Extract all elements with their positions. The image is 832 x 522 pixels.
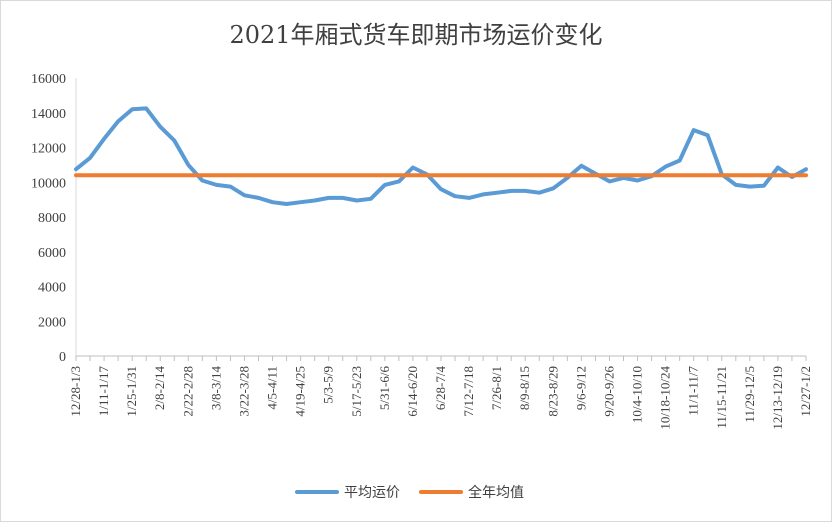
series-line-1: [74, 106, 808, 206]
x-tick-label: 1/11-1/17: [96, 366, 111, 417]
x-tick-label: 1/25-1/31: [124, 366, 139, 417]
y-tick-label: 2000: [38, 315, 66, 330]
x-tick-label: 4/19-4/25: [293, 366, 308, 417]
y-tick-label: 16000: [31, 72, 66, 87]
legend-label: 平均运价: [344, 485, 400, 501]
x-tick-label: 9/20-9/26: [601, 366, 616, 417]
x-tick-label: 2/22-2/28: [180, 366, 195, 417]
y-tick-label: 4000: [38, 281, 66, 296]
x-tick-label: 8/9-8/15: [517, 366, 532, 410]
x-tick-label: 12/28-1/3: [68, 366, 83, 417]
x-tick-label: 3/22-3/28: [236, 366, 251, 417]
x-tick-label: 11/29-12/5: [742, 366, 757, 423]
x-tick-label: 12/13-12/19: [770, 366, 785, 430]
y-tick-label: 10000: [31, 176, 66, 191]
legend-label: 全年均值: [468, 484, 524, 501]
series-layer: [74, 106, 808, 206]
y-axis: 0 2000 4000 6000 8000 10000 12000 14000 16000: [31, 72, 77, 365]
x-tick-label: 4/5-4/11: [265, 366, 280, 410]
x-tick-label: 12/27-1/2: [798, 366, 813, 417]
x-tick-label: 10/4-10/10: [630, 366, 645, 423]
x-tick-label: 8/23-8/29: [545, 366, 560, 417]
y-tick-label: 14000: [31, 107, 66, 122]
x-tick-label: 6/28-7/4: [433, 366, 448, 411]
y-tick-label: 6000: [38, 246, 66, 261]
x-tick-label: 11/1-11/7: [686, 366, 701, 416]
x-tick-label: 5/31-6/6: [377, 366, 392, 411]
x-tick-label: 7/26-8/1: [489, 366, 504, 410]
x-tick-label: 9/6-9/12: [573, 366, 588, 410]
y-tick-label: 8000: [38, 211, 66, 226]
x-tick-label: 7/12-7/18: [461, 366, 476, 417]
x-tick-label: 2/8-2/14: [152, 366, 167, 411]
y-tick-label: 0: [59, 350, 66, 365]
chart-title: 2021年厢式货车即期市场运价变化: [229, 21, 602, 49]
x-tick-label: 3/8-3/14: [208, 366, 223, 411]
y-tick-label: 12000: [31, 142, 66, 157]
x-tick-label: 5/3-5/9: [321, 366, 336, 404]
legend: 平均运价 全年均值: [295, 484, 524, 501]
x-tick-label: 6/14-6/20: [405, 366, 420, 417]
x-tick-label: 5/17-5/23: [349, 366, 364, 417]
x-tick-label: 10/18-10/24: [658, 366, 673, 430]
x-axis: 12/28-1/3 1/11-1/17 1/25-1/31 2/8-2/14 2/22-…: [68, 355, 813, 430]
x-tick-label: 11/15-11/21: [714, 366, 729, 429]
